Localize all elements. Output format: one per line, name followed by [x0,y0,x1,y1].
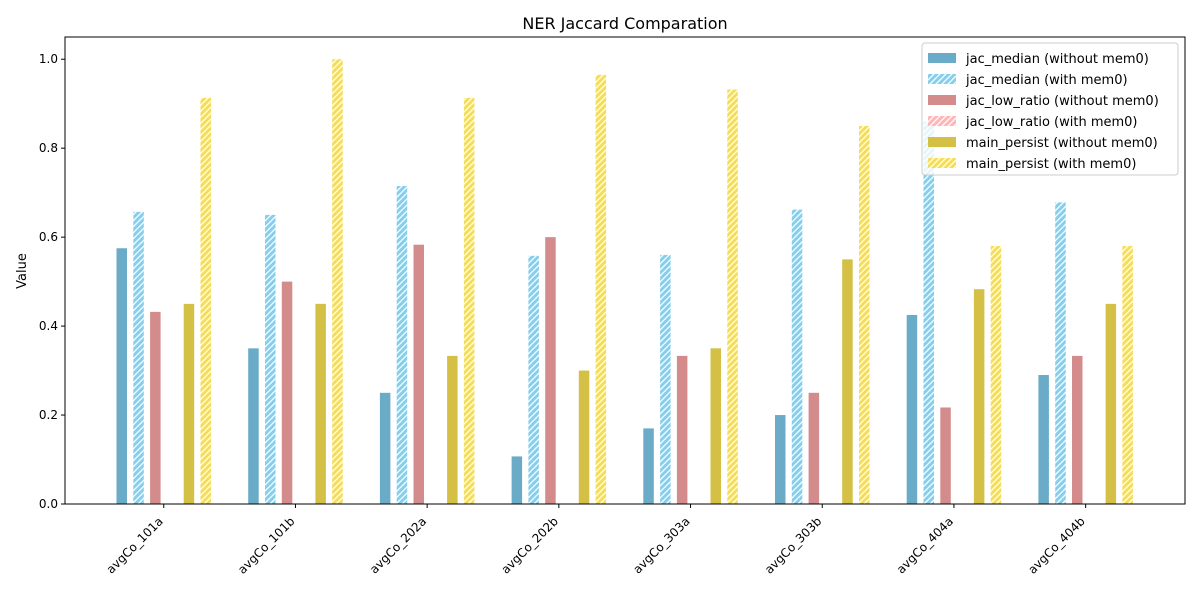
legend-label: jac_median (without mem0) [965,52,1149,67]
bar [315,303,326,504]
bar [775,415,786,504]
bar [940,407,951,504]
legend-box [921,42,1179,176]
bar [1072,355,1083,504]
bar [265,214,276,504]
legend-label: main_persist (with mem0) [966,157,1136,172]
legend-label: main_persist (without mem0) [966,136,1158,151]
bar [808,392,820,504]
x-tick-label: avgCo_303a [630,514,692,576]
bar [332,59,343,504]
bar [1038,375,1049,504]
y-tick-label: 1.0 [39,52,58,66]
bars-group [116,59,1133,505]
bar [791,209,803,504]
bar [133,211,144,504]
bar [842,259,853,504]
bar [859,125,870,504]
y-axis: 0.0 0.2 0.4 0.6 0.8 1.0 [39,52,65,511]
bar [528,255,539,504]
bar [676,355,688,504]
bar [200,97,211,505]
y-axis-label: Value [15,253,30,289]
legend-label: jac_low_ratio (without mem0) [965,94,1159,109]
legend-label: jac_median (with mem0) [965,73,1128,88]
bar [1105,303,1117,504]
y-tick-label: 0.2 [39,408,58,422]
x-tick-label: avgCo_404b [1025,514,1087,576]
x-axis: avgCo_101a avgCo_101b avgCo_202a avgCo_202b… [104,504,1088,577]
legend-label: jac_low_ratio (with mem0) [965,115,1137,130]
bar [643,428,654,504]
bar [150,311,161,504]
legend-swatch [928,137,956,147]
x-tick-label: avgCo_303b [762,514,824,576]
legend-swatch [928,95,956,105]
bar [710,348,721,504]
bar [116,248,127,504]
bar [973,289,985,504]
bar [511,456,523,504]
bar [183,303,195,504]
x-tick-label: avgCo_202b [499,514,561,576]
y-tick-label: 0.8 [39,141,58,155]
x-tick-label: avgCo_101a [104,514,166,576]
bar [660,254,671,504]
bar [463,97,475,505]
bar [396,185,408,504]
legend-swatch [928,158,956,168]
legend-swatch [928,116,956,126]
bar [545,237,556,504]
bar [990,246,1002,505]
bar [727,89,738,504]
x-tick-label: avgCo_202a [367,514,429,576]
bar [1055,202,1066,505]
bar [578,370,590,504]
x-tick-label: avgCo_404a [894,514,956,576]
bar [595,74,607,505]
bar [1122,246,1133,505]
chart-title: NER Jaccard Comparation [522,14,727,33]
bar [379,392,391,504]
bar [281,281,293,504]
legend-swatch [928,74,956,84]
bar [923,121,934,504]
legend: jac_median (without mem0) jac_median (wit… [921,42,1179,176]
x-tick-label: avgCo_101b [235,514,297,576]
legend-swatch [928,53,956,63]
bar [447,355,458,504]
y-tick-label: 0.6 [39,230,58,244]
y-tick-label: 0.4 [39,319,58,333]
plot-frame [64,36,1186,505]
bar [413,244,424,505]
y-tick-label: 0.0 [39,497,58,511]
bar [906,314,918,504]
bar [248,348,259,504]
